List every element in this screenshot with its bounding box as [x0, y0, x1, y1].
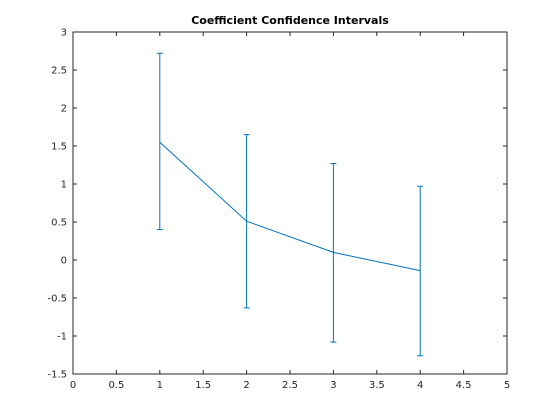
series-layer [156, 52, 424, 357]
x-tick-label: 3 [330, 380, 336, 391]
y-tick-label: 2.5 [51, 66, 67, 77]
y-axis: -1.5 -1 -0.5 0 0.5 1 1.5 2 2.5 3 [47, 28, 507, 381]
x-tick-label: 1 [157, 380, 163, 391]
y-tick-label: -1.5 [47, 370, 67, 381]
y-tick-label: 0 [61, 256, 67, 267]
x-tick-label: 4.5 [456, 380, 472, 391]
y-tick-label: 1.5 [51, 142, 67, 153]
x-tick-label: 4 [417, 380, 423, 391]
chart-title: Coefficient Confidence Intervals [191, 14, 389, 27]
y-tick-label: -0.5 [47, 294, 67, 305]
x-tick-label: 1.5 [195, 380, 211, 391]
y-tick-label: 1 [61, 180, 67, 191]
y-tick-label: -1 [57, 332, 67, 343]
series-line [159, 141, 421, 272]
x-tick-label: 5 [504, 380, 510, 391]
x-axis: 0 0.5 1 1.5 2 2.5 3 3.5 4 4.5 5 [70, 32, 510, 391]
x-tick-label: 2.5 [282, 380, 298, 391]
y-tick-label: 3 [61, 28, 67, 39]
y-tick-label: 0.5 [51, 218, 67, 229]
plot-area [72, 31, 508, 375]
x-tick-label: 0 [70, 380, 76, 391]
x-tick-label: 2 [243, 380, 249, 391]
y-tick-label: 2 [61, 104, 67, 115]
x-tick-label: 3.5 [369, 380, 385, 391]
x-tick-label: 0.5 [108, 380, 124, 391]
